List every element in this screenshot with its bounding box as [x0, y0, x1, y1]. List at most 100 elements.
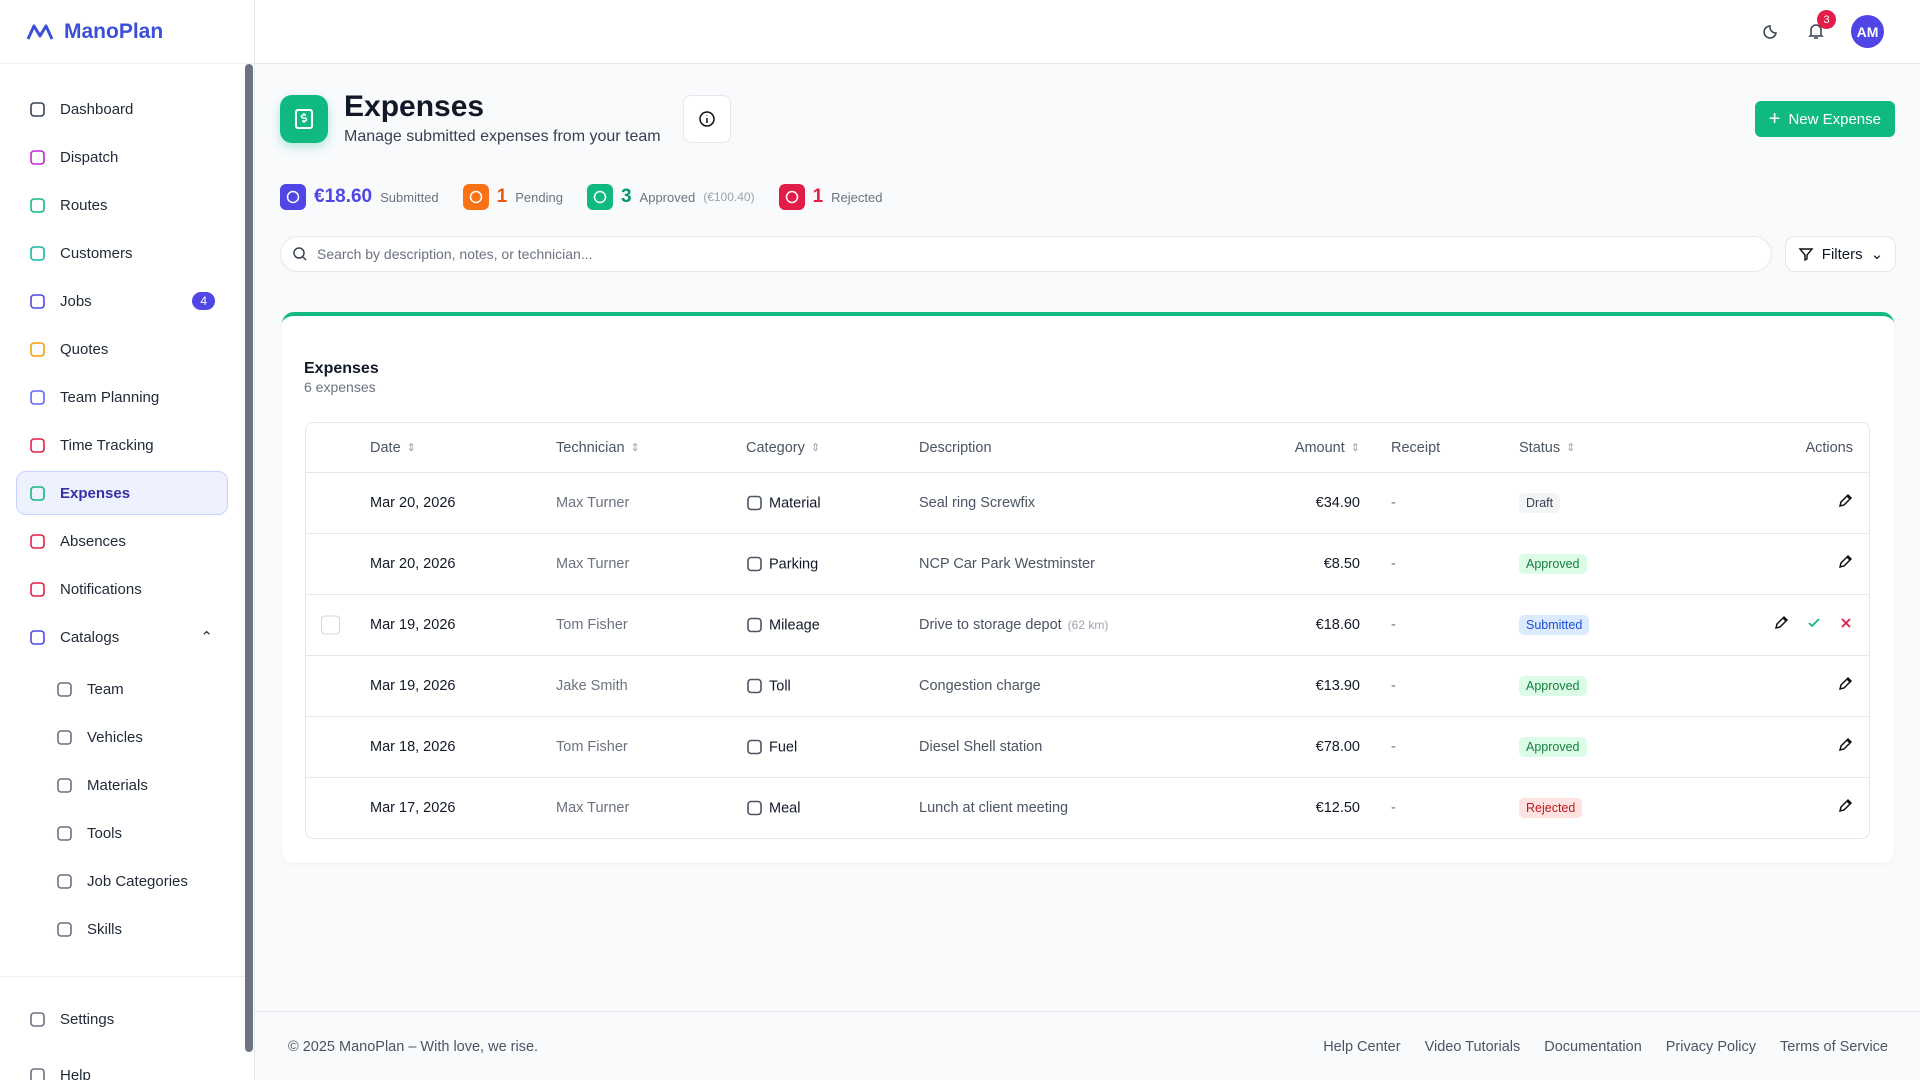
icon	[30, 197, 45, 213]
nav-item[interactable]: Notifications	[16, 567, 228, 611]
nav-label: Skills	[87, 920, 123, 938]
nav-label: Absences	[60, 532, 126, 550]
date: Mar 20, 2026	[370, 495, 456, 511]
icon	[30, 485, 45, 501]
page-subtitle: Manage submitted expenses from your team	[344, 128, 661, 145]
description: NCP Car Park Westminster	[919, 556, 1095, 572]
icon	[30, 1067, 45, 1080]
copyright: © 2025 ManoPlan – With love, we rise.	[288, 1039, 539, 1055]
status-badge: Approved	[1519, 554, 1587, 574]
footer-link[interactable]: Privacy Policy	[1665, 1039, 1757, 1055]
status: Draft	[1519, 493, 1561, 513]
status: Submitted	[1519, 615, 1590, 635]
status: Rejected	[1519, 798, 1583, 818]
stat-icon	[280, 184, 306, 210]
nav-label: Notifications	[60, 580, 142, 598]
amount: €13.90	[1315, 678, 1360, 694]
nav-subitem[interactable]: Vehicles	[16, 715, 228, 759]
category: Meal	[746, 800, 800, 817]
scrollbar[interactable]	[245, 64, 253, 1052]
category: Toll	[746, 678, 791, 695]
reject-button[interactable]	[1839, 616, 1853, 634]
theme-toggle[interactable]	[1763, 22, 1781, 40]
nav-label: Tools	[87, 824, 123, 842]
nav-item[interactable]: Dashboard	[16, 87, 228, 131]
edit-button[interactable]	[1837, 798, 1853, 818]
amount: €12.50	[1315, 800, 1360, 816]
footer-link[interactable]: Terms of Service	[1780, 1039, 1888, 1055]
edit-button[interactable]	[1837, 554, 1853, 574]
nav-item[interactable]: Jobs 4	[16, 279, 228, 323]
status-badge: Approved	[1519, 737, 1587, 757]
footer-link[interactable]: Video Tutorials	[1424, 1039, 1521, 1055]
description: Diesel Shell station	[919, 739, 1042, 755]
actions	[1837, 676, 1853, 696]
approve-button[interactable]	[1807, 616, 1821, 634]
column-header[interactable]: Status ⇕	[1519, 440, 1575, 456]
icon	[747, 617, 762, 633]
nav-item[interactable]: Settings	[16, 993, 229, 1045]
sort-icon: ⇕	[406, 442, 416, 454]
stat: 1 Rejected	[778, 184, 882, 210]
nav-item[interactable]: Time Tracking	[16, 423, 228, 467]
nav-item[interactable]: Expenses	[16, 471, 228, 515]
nav-item[interactable]: Catalogs ⌃	[16, 615, 228, 659]
nav-item[interactable]: Help	[16, 1049, 229, 1080]
technician: Max Turner	[556, 495, 630, 511]
footer-link[interactable]: Documentation	[1544, 1039, 1642, 1055]
category-label: Mileage	[769, 617, 820, 633]
info-button[interactable]	[683, 95, 731, 143]
brand: ManoPlan	[64, 19, 164, 43]
stat-note: (€100.40)	[703, 190, 755, 204]
stat: 3 Approved (€100.40)	[586, 184, 755, 210]
expenses-card: Expenses 6 expenses Date ⇕ Technician ⇕ Cate…	[282, 312, 1894, 863]
new-expense-button[interactable]: + New Expense	[1754, 101, 1895, 137]
edit-button[interactable]	[1837, 493, 1853, 513]
nav-subitem[interactable]: Materials	[16, 763, 228, 807]
amount: €18.60	[1315, 617, 1360, 633]
nav-label: Expenses	[60, 484, 131, 502]
nav-item[interactable]: Routes	[16, 183, 228, 227]
column-header[interactable]: Date ⇕	[370, 440, 416, 456]
page-icon	[280, 95, 328, 143]
nav-item[interactable]: Customers	[16, 231, 228, 275]
nav-subitem[interactable]: Tools	[16, 811, 228, 855]
edit-button[interactable]	[1773, 615, 1789, 635]
column-header[interactable]: Amount ⇕	[1295, 440, 1360, 456]
nav-item[interactable]: Absences	[16, 519, 228, 563]
status-badge: Approved	[1519, 676, 1587, 696]
avatar[interactable]: AM	[1851, 15, 1884, 48]
filters-button[interactable]: Filters ⌄	[1785, 236, 1896, 272]
search-input[interactable]: Search by description, notes, or technic…	[280, 236, 1772, 272]
nav-subitem[interactable]: Job Categories	[16, 859, 228, 903]
icon	[30, 533, 45, 549]
table-row: Mar 18, 2026 Tom Fisher Fuel Diesel Shell s…	[306, 716, 1869, 777]
footer-links: Help Center Video Tutorials Documentation P…	[1323, 1039, 1888, 1055]
nav-item[interactable]: Quotes	[16, 327, 228, 371]
edit-button[interactable]	[1837, 737, 1853, 757]
category-label: Toll	[769, 678, 791, 694]
actions	[1837, 493, 1853, 513]
stat-value: 1	[496, 186, 508, 207]
technician: Jake Smith	[556, 678, 628, 694]
status-badge: Rejected	[1519, 798, 1583, 818]
receipt: -	[1391, 739, 1396, 755]
nav-item[interactable]: Team Planning	[16, 375, 228, 419]
column-header[interactable]: Technician ⇕	[556, 440, 640, 456]
nav-label: Help	[60, 1066, 91, 1080]
search-placeholder: Search by description, notes, or technic…	[317, 246, 593, 262]
nav-subitem[interactable]: Team	[16, 667, 228, 711]
logo-icon	[26, 24, 54, 40]
column-label: Status	[1519, 439, 1561, 456]
edit-button[interactable]	[1837, 676, 1853, 696]
column-label: Technician	[556, 439, 625, 456]
column-header[interactable]: Category ⇕	[746, 440, 820, 456]
footer-link[interactable]: Help Center	[1323, 1039, 1401, 1055]
nav-label: Team Planning	[60, 388, 160, 406]
stat-label: Pending	[515, 189, 563, 205]
row-checkbox[interactable]	[321, 615, 340, 635]
nav-subitem[interactable]: Skills	[16, 907, 228, 951]
logo[interactable]: ManoPlan	[0, 0, 254, 64]
nav-item[interactable]: Dispatch	[16, 135, 228, 179]
nav-label: Vehicles	[87, 728, 143, 746]
